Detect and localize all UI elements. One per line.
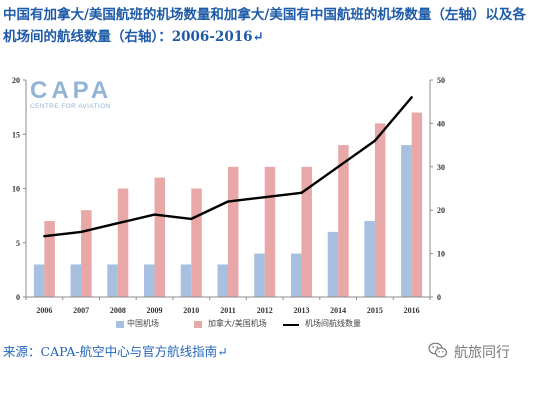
x-axis-label: 2012 bbox=[257, 306, 273, 315]
legend-label-canada-us-airports: 加拿大/美国机场 bbox=[208, 319, 267, 328]
bar-canada-us-airports bbox=[264, 166, 276, 297]
bar-canada-us-airports bbox=[117, 188, 129, 297]
bar-canada-us-airports bbox=[44, 221, 55, 297]
bar-china-airports bbox=[144, 264, 155, 297]
right-axis-tick-label: 40 bbox=[437, 119, 445, 128]
routes-point bbox=[79, 230, 83, 234]
x-axis-label: 2007 bbox=[73, 306, 89, 315]
right-axis-tick-label: 50 bbox=[437, 76, 445, 85]
chart-title-line-2: 机场间的航线数量（右轴）：2006-2016↵ bbox=[3, 29, 264, 45]
x-axis-label: 2006 bbox=[36, 306, 52, 315]
bar-china-airports bbox=[180, 264, 192, 297]
bar-china-airports bbox=[254, 253, 265, 297]
left-axis-tick-label: 0 bbox=[16, 293, 20, 302]
bar-china-airports bbox=[217, 264, 228, 297]
routes-point bbox=[43, 235, 46, 238]
bar-canada-us-airports bbox=[154, 177, 166, 297]
x-axis-label: 2016 bbox=[404, 306, 420, 315]
capa-logo: CAPA CENTRE FOR AVIATION bbox=[30, 77, 113, 111]
chart-title: 中国有加拿大/美国航班的机场数量和加拿大/美国有中国航班的机场数量（左轴）以及各… bbox=[3, 4, 526, 48]
x-axis-label: 2010 bbox=[183, 306, 199, 315]
bar-china-airports bbox=[401, 145, 412, 297]
capa-logo-tagline: CENTRE FOR AVIATION bbox=[30, 103, 111, 110]
legend-swatch-china-airports bbox=[116, 321, 124, 328]
x-axis-label: 2014 bbox=[330, 306, 346, 315]
bar-china-airports bbox=[364, 221, 375, 297]
bar-canada-us-airports bbox=[338, 145, 349, 297]
bar-canada-us-airports bbox=[411, 112, 423, 297]
left-axis-tick-label: 5 bbox=[16, 239, 20, 248]
legend-swatch-routes-line bbox=[283, 324, 299, 326]
x-axis-label: 2009 bbox=[147, 306, 163, 315]
bar-canada-us-airports bbox=[191, 188, 202, 297]
bar-china-airports bbox=[70, 264, 82, 297]
bar-china-airports bbox=[290, 253, 302, 297]
legend-swatch-canada-us-airports bbox=[194, 321, 202, 328]
x-axis-label: 2011 bbox=[220, 306, 236, 315]
chart-title-line-1: 中国有加拿大/美国航班的机场数量和加拿大/美国有中国航班的机场数量（左轴）以及各 bbox=[3, 7, 526, 23]
right-axis-tick-label: 0 bbox=[437, 293, 441, 302]
left-axis-tick-label: 20 bbox=[12, 76, 20, 85]
dual-axis-chart: 0 5 10 15 20 0 10 20 30 40 50 2006 2007 2008 2009 2010 2… bbox=[12, 76, 445, 315]
routes-point bbox=[336, 165, 340, 168]
bar-canada-us-airports bbox=[81, 210, 92, 297]
routes-point bbox=[116, 222, 120, 225]
bar-canada-us-airports bbox=[228, 166, 239, 297]
routes-point bbox=[300, 191, 303, 195]
legend-label-china-airports: 中国机场 bbox=[127, 319, 159, 328]
right-axis-tick-label: 20 bbox=[437, 206, 445, 215]
routes-point bbox=[226, 200, 230, 203]
wechat-icon bbox=[428, 342, 448, 363]
bar-china-airports bbox=[107, 264, 118, 297]
routes-point bbox=[190, 217, 193, 221]
capa-logo-wordmark: CAPA bbox=[30, 77, 113, 104]
x-axis-label: 2013 bbox=[293, 306, 309, 315]
bar-china-airports bbox=[33, 264, 45, 297]
left-axis-tick-label: 15 bbox=[12, 130, 20, 139]
routes-point bbox=[410, 96, 413, 99]
right-axis-tick-label: 30 bbox=[437, 163, 445, 172]
source-note: 来源：CAPA-航空中心与官方航线指南↵ bbox=[3, 344, 228, 359]
routes-point bbox=[373, 139, 377, 142]
left-axis-tick-label: 10 bbox=[12, 185, 20, 194]
bar-china-airports bbox=[327, 231, 339, 297]
routes-point bbox=[153, 213, 156, 216]
x-axis-label: 2008 bbox=[110, 306, 126, 315]
legend-label-routes: 机场间航线数量 bbox=[305, 319, 361, 328]
watermark-text: 航旅同行 bbox=[454, 345, 510, 361]
right-axis-tick-label: 10 bbox=[437, 250, 445, 259]
bar-canada-us-airports bbox=[301, 166, 312, 297]
routes-point bbox=[263, 195, 266, 199]
bar-canada-us-airports bbox=[374, 123, 386, 298]
watermark: 航旅同行 bbox=[428, 342, 510, 363]
x-axis-label: 2015 bbox=[367, 306, 383, 315]
